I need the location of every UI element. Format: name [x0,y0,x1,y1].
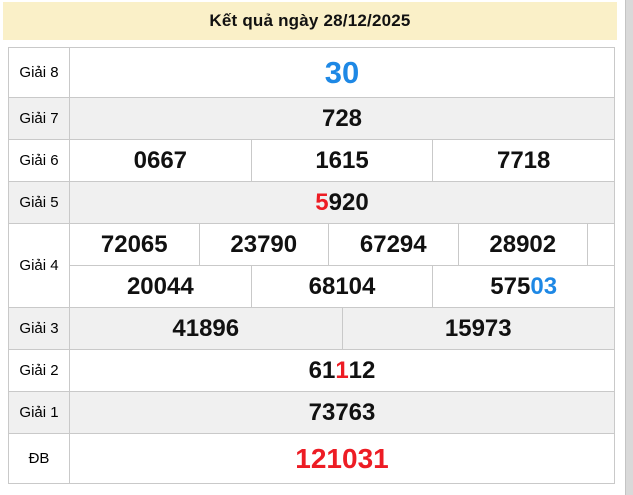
prize-values-giai-7: 728 [70,98,614,139]
prize-label-db: ĐB [9,434,70,483]
result-row-giai-1: Giải 1 73763 [9,392,614,434]
prize-number-segment: 0667 [133,146,188,174]
prize-number-cell: 41896 [70,308,342,349]
prize-label-giai-2: Giải 2 [9,350,70,391]
prize-number-segment: 23790 [230,230,298,258]
result-row-giai-5: Giải 5 5 920 [9,182,614,224]
prize-line: 20044 68104 575 03 [70,265,614,307]
prize-number-cell: 15973 [341,308,615,349]
result-row-giai-8: Giải 8 30 [9,48,614,98]
prize-line: 41896 15973 [70,308,614,349]
page-title: Kết quả ngày 28/12/2025 [209,11,411,30]
prize-label-giai-7: Giải 7 [9,98,70,139]
prize-label-giai-1: Giải 1 [9,392,70,433]
prize-number-segment: 20044 [126,272,194,300]
prize-number-cell: 68104 [250,266,433,307]
prize-number-cell: 28902 [457,224,588,265]
prize-number-segment: 67294 [359,230,427,258]
prize-line: 0667 1615 7718 [70,140,614,181]
result-row-giai-4: Giải 4 72065 23790 67294 28902 20044 68104 575 0… [9,224,614,308]
results-table: Giải 8 30 Giải 7 728 Giải 6 0667 1615 7718 Giải … [8,47,615,484]
result-row-giai-3: Giải 3 41896 15973 [9,308,614,350]
prize-values-db: 121031 [70,434,614,483]
empty-cell-sliver [587,224,614,265]
prize-line: 728 [70,98,614,139]
prize-number-cell: 23790 [198,224,329,265]
prize-values-giai-4: 72065 23790 67294 28902 20044 68104 575 03 [70,224,614,307]
prize-number-segment: 1 [335,356,349,384]
prize-number-cell: 61 1 12 [70,350,614,391]
result-row-giai-6: Giải 6 0667 1615 7718 [9,140,614,182]
prize-line: 61 1 12 [70,350,614,391]
prize-label-giai-3: Giải 3 [9,308,70,349]
prize-line: 30 [70,48,614,97]
prize-number-cell: 73763 [70,392,614,433]
prize-number-cell: 1615 [250,140,433,181]
prize-label-giai-6: Giải 6 [9,140,70,181]
prize-number-cell: 0667 [70,140,251,181]
results-header: Kết quả ngày 28/12/2025 [3,2,617,40]
prize-number-cell: 5 920 [70,182,614,223]
prize-number-segment: 72065 [100,230,168,258]
prize-number-cell: 121031 [70,434,614,483]
prize-number-segment: 12 [348,356,376,384]
result-row-giai-7: Giải 7 728 [9,98,614,140]
prize-number-cell: 7718 [432,140,614,181]
prize-number-segment: 30 [324,54,360,90]
prize-line: 73763 [70,392,614,433]
prize-number-segment: 728 [321,104,363,132]
prize-number-cell: 72065 [70,224,199,265]
prize-number-segment: 1615 [315,146,369,174]
prize-number-segment: 73763 [308,398,376,426]
prize-number-segment: 5 [315,188,329,216]
prize-line: 72065 23790 67294 28902 [70,224,614,265]
prize-line: 121031 [70,434,614,483]
prize-number-segment: 7718 [496,146,551,174]
prize-number-segment: 15973 [444,314,512,342]
prize-number-segment: 575 [490,272,531,300]
result-row-db: ĐB 121031 [9,434,614,483]
prize-number-segment: 41896 [172,314,240,342]
prize-number-cell: 67294 [328,224,458,265]
result-row-giai-2: Giải 2 61 1 12 [9,350,614,392]
prize-label-giai-5: Giải 5 [9,182,70,223]
prize-number-cell: 575 03 [432,266,614,307]
scrollbar-track[interactable] [625,0,633,495]
prize-number-segment: 61 [308,356,336,384]
prize-number-segment: 920 [328,188,369,216]
prize-values-giai-3: 41896 15973 [70,308,614,349]
prize-values-giai-2: 61 1 12 [70,350,614,391]
prize-number-segment: 121031 [295,442,389,474]
prize-values-giai-5: 5 920 [70,182,614,223]
prize-label-giai-4: Giải 4 [9,224,70,307]
prize-number-cell: 20044 [70,266,251,307]
prize-number-cell: 728 [70,98,614,139]
prize-label-giai-8: Giải 8 [9,48,70,97]
prize-values-giai-1: 73763 [70,392,614,433]
prize-number-segment: 68104 [308,272,376,300]
prize-number-segment: 28902 [489,230,557,258]
prize-values-giai-6: 0667 1615 7718 [70,140,614,181]
prize-number-segment: 03 [530,272,558,300]
prize-line: 5 920 [70,182,614,223]
prize-values-giai-8: 30 [70,48,614,97]
prize-number-cell: 30 [70,48,614,97]
